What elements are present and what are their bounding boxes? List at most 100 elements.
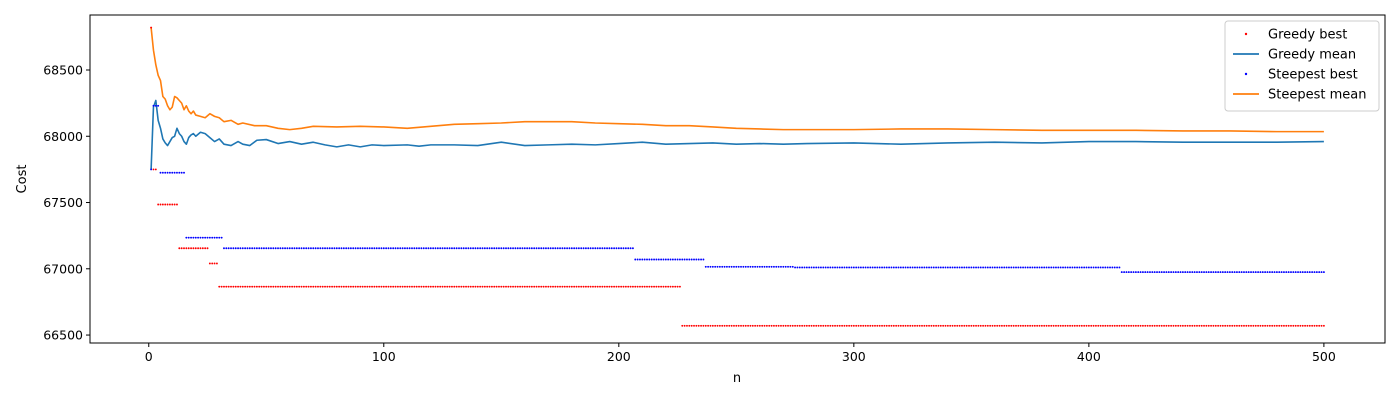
- data-point: [1184, 271, 1187, 274]
- data-point: [1137, 324, 1140, 327]
- data-point: [199, 236, 202, 239]
- data-point: [765, 324, 768, 327]
- data-point: [1292, 324, 1295, 327]
- data-point: [547, 247, 550, 250]
- data-point: [587, 247, 590, 250]
- data-point: [657, 258, 660, 261]
- data-point: [1231, 271, 1234, 274]
- data-point: [944, 324, 947, 327]
- data-point: [935, 266, 938, 269]
- data-point: [552, 285, 554, 288]
- data-point: [1038, 266, 1041, 269]
- data-point: [1198, 271, 1201, 274]
- data-point: [1285, 324, 1288, 327]
- data-point: [641, 285, 644, 288]
- data-point: [1238, 271, 1241, 274]
- data-point: [639, 258, 641, 261]
- data-point: [1024, 266, 1027, 269]
- data-point: [733, 265, 735, 268]
- data-point: [596, 247, 599, 250]
- data-point: [1179, 324, 1182, 327]
- data-point: [347, 285, 350, 288]
- data-point: [643, 258, 646, 261]
- data-point: [354, 285, 357, 288]
- data-point: [1132, 324, 1135, 327]
- data-point: [998, 266, 1001, 269]
- data-point: [1304, 324, 1307, 327]
- data-point: [1191, 271, 1194, 274]
- data-point: [248, 285, 251, 288]
- data-point: [657, 285, 660, 288]
- data-point: [556, 247, 559, 250]
- data-point: [411, 285, 413, 288]
- data-point: [298, 285, 301, 288]
- data-point: [810, 324, 813, 327]
- data-point: [1000, 266, 1003, 269]
- data-point: [1149, 324, 1151, 327]
- data-point: [1062, 324, 1064, 327]
- data-point: [300, 285, 303, 288]
- data-point: [864, 324, 867, 327]
- data-point: [1078, 266, 1081, 269]
- data-point: [406, 247, 409, 250]
- data-point: [265, 247, 268, 250]
- data-point: [260, 285, 263, 288]
- data-point: [963, 324, 966, 327]
- data-point: [413, 247, 416, 250]
- data-point: [152, 104, 155, 107]
- data-point: [389, 285, 392, 288]
- data-point: [382, 285, 385, 288]
- data-point: [984, 266, 987, 269]
- data-point: [953, 266, 956, 269]
- data-point: [1233, 271, 1236, 274]
- data-point: [744, 265, 747, 268]
- data-point: [965, 266, 968, 269]
- data-point: [1174, 324, 1177, 327]
- data-point: [928, 266, 930, 269]
- data-point: [1151, 271, 1154, 274]
- data-point: [627, 285, 630, 288]
- data-point: [1261, 324, 1264, 327]
- data-point: [1008, 266, 1010, 269]
- data-point: [704, 265, 707, 268]
- data-point: [1062, 266, 1064, 269]
- data-point: [425, 247, 428, 250]
- data-point: [1318, 271, 1321, 274]
- data-point: [317, 247, 319, 250]
- data-point: [1287, 324, 1290, 327]
- data-point: [695, 324, 698, 327]
- data-point: [740, 265, 742, 268]
- data-point: [1287, 271, 1290, 274]
- data-point: [925, 324, 928, 327]
- legend-label: Greedy best: [1268, 28, 1347, 43]
- data-point: [573, 285, 576, 288]
- data-point: [1250, 324, 1252, 327]
- data-point: [1078, 324, 1081, 327]
- data-point: [866, 324, 869, 327]
- data-point: [1134, 324, 1137, 327]
- data-point: [1064, 266, 1067, 269]
- data-point: [693, 258, 695, 261]
- data-point: [622, 285, 625, 288]
- data-point: [505, 285, 507, 288]
- data-point: [660, 285, 663, 288]
- data-point: [439, 247, 442, 250]
- data-point: [349, 247, 352, 250]
- data-point: [1017, 324, 1020, 327]
- data-point: [523, 247, 526, 250]
- data-point: [791, 324, 794, 327]
- data-point: [1015, 266, 1017, 269]
- data-point: [1301, 324, 1304, 327]
- data-point: [946, 324, 949, 327]
- legend-entry-steepest-mean: Steepest mean: [1233, 88, 1366, 103]
- data-point: [603, 247, 606, 250]
- data-point: [1254, 271, 1257, 274]
- data-point: [977, 266, 980, 269]
- data-point: [939, 266, 942, 269]
- data-point: [914, 324, 916, 327]
- data-point: [909, 324, 912, 327]
- data-point: [1219, 271, 1222, 274]
- data-point: [248, 247, 251, 250]
- data-point: [223, 285, 225, 288]
- data-point: [1024, 324, 1027, 327]
